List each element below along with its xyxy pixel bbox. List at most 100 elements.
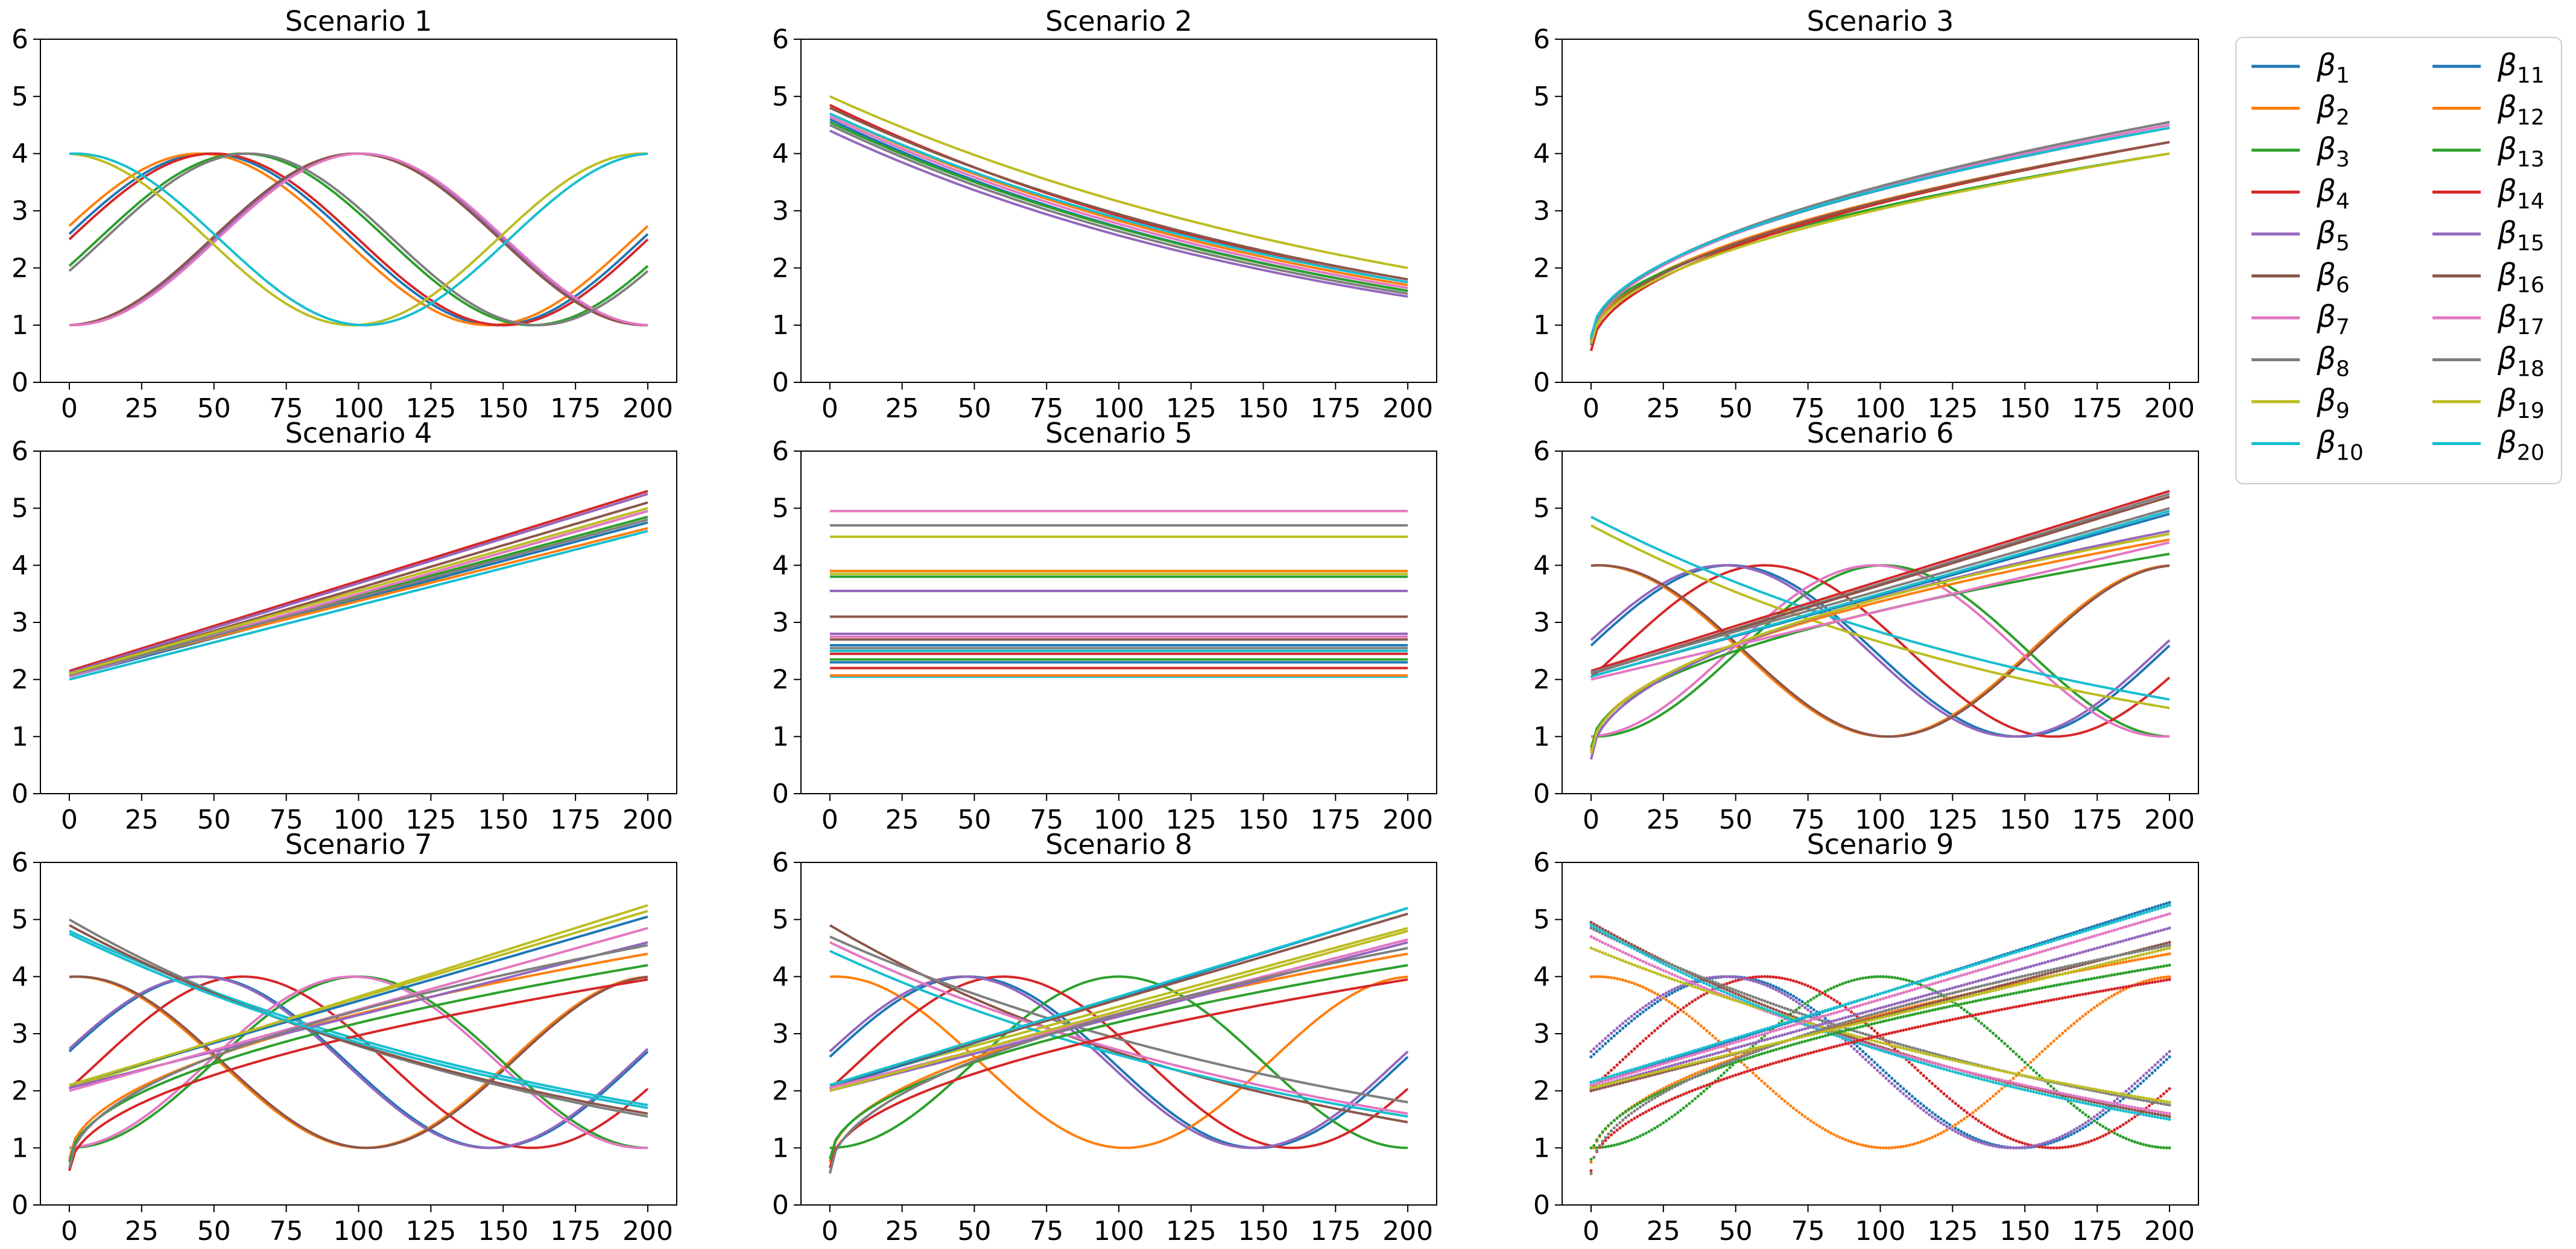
data-point [1936, 1133, 1940, 1136]
data-point [1849, 1027, 1853, 1031]
data-point [2000, 962, 2004, 966]
data-point [1818, 1010, 1821, 1014]
data-point [1694, 982, 1697, 986]
data-point [1771, 1089, 1775, 1093]
data-point [2023, 978, 2027, 981]
data-point [1754, 996, 1758, 1000]
data-point [1714, 1052, 1717, 1055]
series-beta-7 [829, 115, 1408, 289]
data-point [1589, 1049, 1593, 1054]
data-point [1855, 978, 1859, 981]
y-tick-label: 1 [1533, 1133, 1550, 1163]
data-point [1725, 988, 1729, 991]
data-point [2011, 1081, 2015, 1084]
series-beta-7 [829, 941, 1408, 1115]
data-point [1673, 1066, 1677, 1069]
series-group [1590, 490, 2171, 760]
data-point [1951, 1099, 1954, 1103]
data-point [1696, 1074, 1700, 1077]
data-point [1826, 1130, 1830, 1133]
data-point [1688, 1051, 1691, 1054]
data-point [1887, 1043, 1891, 1046]
data-point [1650, 1107, 1654, 1110]
data-point [1789, 1043, 1793, 1047]
data-point [1786, 1020, 1790, 1024]
data-point [1751, 1055, 1755, 1058]
data-point [2049, 971, 2052, 975]
data-point [1878, 1066, 1882, 1069]
data-point [2104, 1102, 2108, 1106]
data-point [1592, 922, 1596, 926]
data-point [1855, 1030, 1859, 1034]
data-point [1612, 1131, 1616, 1134]
data-point [1809, 985, 1812, 989]
data-point [2162, 953, 2166, 957]
series-beta-5 [69, 493, 648, 674]
data-point [1659, 1063, 1662, 1066]
data-point [1607, 1145, 1610, 1148]
data-point [1884, 1042, 1888, 1046]
data-point [1670, 988, 1674, 991]
y-tick-label: 4 [772, 961, 789, 992]
data-point [1957, 1121, 1960, 1125]
series-beta-14 [1590, 490, 2170, 672]
data-point [2023, 1074, 2027, 1078]
data-point [1742, 1058, 1746, 1061]
data-point [1887, 995, 1891, 999]
data-point [1745, 1032, 1749, 1036]
data-point [1994, 1145, 1998, 1148]
data-point [2026, 966, 2030, 969]
data-point [2113, 993, 2116, 996]
data-point [1925, 998, 1928, 1002]
data-point [1644, 1073, 1648, 1077]
data-point [1688, 1102, 1691, 1105]
data-point [2133, 969, 2137, 973]
data-point [1780, 1033, 1784, 1037]
data-point [1922, 1104, 1925, 1108]
data-point [1662, 1087, 1665, 1090]
data-point [2156, 966, 2160, 969]
data-point [1682, 977, 1685, 981]
data-point [1691, 984, 1694, 988]
data-point [1638, 1042, 1642, 1045]
data-point [1893, 1084, 1897, 1088]
data-point [2107, 1106, 2110, 1110]
data-point [1899, 1011, 1902, 1015]
data-point [1789, 1031, 1793, 1035]
data-point [2000, 1069, 2004, 1073]
data-point [1765, 984, 1770, 988]
data-point [1910, 1008, 1914, 1012]
data-point [2092, 1098, 2096, 1102]
data-point [1948, 1069, 1952, 1072]
data-point [1682, 985, 1685, 989]
data-point [1994, 988, 1998, 992]
data-point [1792, 1030, 1796, 1034]
data-point [1878, 1037, 1882, 1040]
data-point [2104, 1111, 2108, 1115]
data-point [1612, 1083, 1616, 1087]
data-point [1925, 978, 1928, 981]
data-point [2101, 1100, 2105, 1104]
data-point [1763, 975, 1767, 978]
data-point [1665, 991, 1668, 995]
data-point [1699, 1086, 1703, 1089]
data-point [2110, 960, 2113, 964]
data-point [2162, 1092, 2166, 1096]
data-point [1858, 977, 1862, 981]
data-point [1931, 996, 1934, 1000]
data-point [1745, 1057, 1749, 1060]
data-point [1595, 1146, 1599, 1149]
data-point [1644, 961, 1648, 964]
data-point [1728, 993, 1732, 996]
data-point [1621, 1081, 1625, 1084]
data-point [1976, 962, 1981, 966]
data-point [1728, 975, 1732, 979]
data-point [1679, 976, 1683, 980]
data-point [2101, 944, 2105, 948]
data-point [1673, 990, 1677, 993]
data-point [2121, 915, 2125, 919]
data-point [1742, 977, 1746, 981]
data-point [1812, 1012, 1815, 1016]
data-point [1890, 1013, 1894, 1017]
data-point [1609, 944, 1613, 949]
